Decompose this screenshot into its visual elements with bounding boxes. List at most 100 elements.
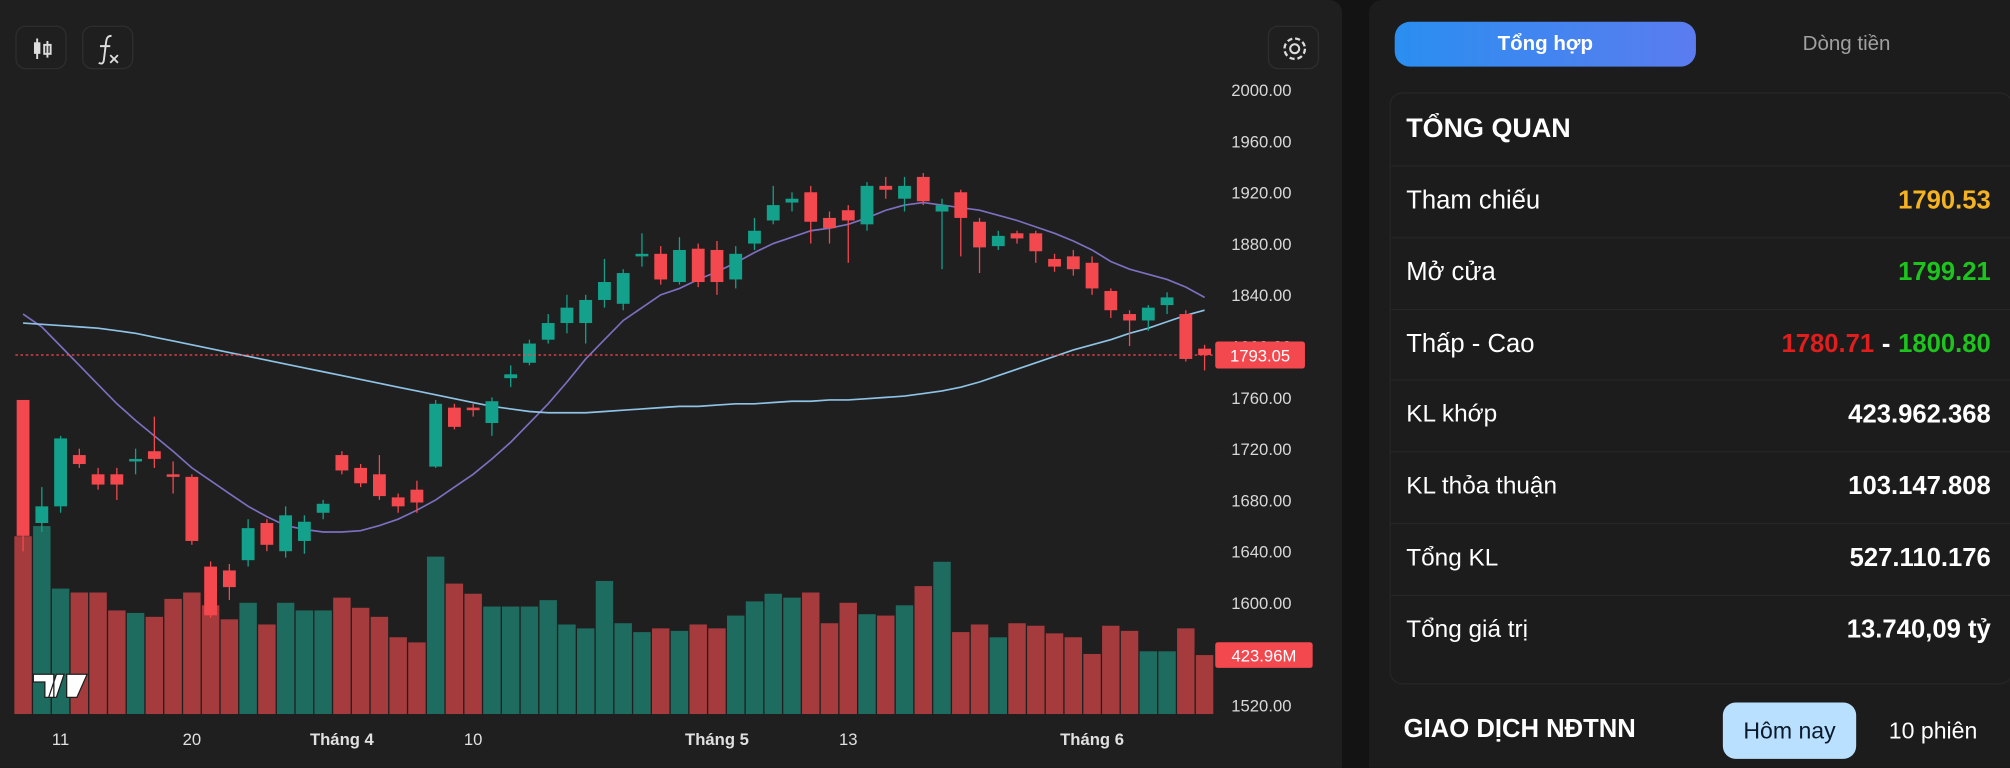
row-label: Tổng giá trị [1406,616,1529,644]
period-button[interactable]: 10 phiên [1888,717,1978,743]
separator: - [1881,329,1891,358]
y-tick-label: 1840.00 [1231,286,1291,305]
y-tick-label: 1760.00 [1231,389,1291,408]
candle-body [222,570,236,588]
candle-body [860,185,874,225]
volume-bar [464,593,482,715]
candle-body [1198,348,1211,356]
candle-body [635,253,649,257]
candle-body [785,198,799,203]
y-tick-label: 1720.00 [1231,440,1291,459]
tab[interactable]: Tổng hợp [1394,21,1696,67]
candle-body [691,248,705,283]
y-tick-label: 1920.00 [1231,184,1291,203]
candle-body [1029,233,1043,252]
volume-bar [820,623,839,715]
volume-bar [164,598,182,715]
low-value: 1780.71 [1781,329,1875,358]
candle-body [466,407,480,411]
row-value: 1790.53 [1898,187,1991,216]
volume-bar [1008,623,1026,715]
indicator-button[interactable] [82,25,134,70]
volume-bar [520,606,539,715]
candle-body [204,566,218,616]
volume-bar [201,605,220,715]
candle-body [673,249,686,283]
candle-body [35,506,49,524]
value: 13.740,09 tỷ [1846,615,1991,644]
row-value: 1780.71-1800.80 [1781,330,1990,359]
volume-bar [539,600,557,715]
x-tick-label: Tháng 4 [310,730,375,749]
volume-bar [145,616,164,715]
candle-body [1179,314,1193,359]
period-button[interactable]: Hôm nay [1722,702,1857,759]
info-row: KL khớp 423.962.368 [1390,379,2010,451]
side-panel: Tổng hợp Dòng tiền TỔNG QUAN Tham chiếu 1… [1369,0,2010,768]
logo-mark [32,673,89,698]
volume-bar [670,630,689,715]
volume-bar [314,610,332,715]
candle-body [1085,262,1099,289]
value: 103.147.808 [1848,472,1991,501]
volume-bar [651,628,670,715]
candle-body [54,438,67,507]
row-label: Tổng KL [1406,544,1499,572]
volume-bar [689,624,707,715]
candle-body [129,458,143,462]
moving-average-line [23,309,1205,414]
volume-label: 423.96M [1232,646,1297,665]
high-value: 1800.80 [1898,329,1991,358]
volume-bar [914,586,932,715]
candle-body [147,451,161,459]
last-price-label: 1793.05 [1230,346,1290,365]
candle-body [279,515,293,552]
candle-body [616,273,630,304]
candle-body [185,476,199,541]
volume-bar [1027,625,1045,715]
x-tick-label: 20 [183,730,202,749]
row-label: Tham chiếu [1406,186,1541,215]
volume-bar [276,602,295,715]
settings-button[interactable] [1267,25,1320,70]
candle-body [935,205,949,212]
y-tick-label: 1680.00 [1231,491,1291,510]
candle-body [260,523,274,545]
volume-bar [877,615,895,715]
candle-body [916,176,930,202]
candle-type-button[interactable] [15,25,67,70]
tab[interactable]: Dòng tiền [1802,32,1891,55]
volume-bar [1139,651,1158,715]
row-label: Thấp - Cao [1406,329,1535,358]
overview-card: TỔNG QUAN Tham chiếu 1790.53 Mở cửa 1799.21… [1389,92,2010,685]
fx-icon [98,34,119,65]
candle-body [598,282,611,300]
row-value: 13.740,09 tỷ [1847,616,1991,645]
volume-bar [933,561,951,715]
volume-bar [783,597,801,715]
y-tick-label: 1640.00 [1231,543,1291,562]
x-tick-label: Tháng 6 [1060,730,1124,749]
volume-bar [14,536,32,715]
candle-body [560,307,574,324]
candle-body [879,185,893,190]
candle-body [72,455,86,465]
volume-bar [970,624,989,715]
candle-body [748,230,761,244]
volume-bar [445,583,464,715]
y-tick-label: 1600.00 [1231,594,1291,613]
chart-panel: 1520.001560.001600.001640.001680.001720.… [0,0,1343,768]
y-tick-label: 2000.00 [1231,81,1291,100]
y-tick-label: 1880.00 [1231,235,1291,254]
value: 527.110.176 [1849,544,1991,573]
x-tick-label: 10 [464,730,483,749]
volume-bar [745,601,764,715]
volume-bar [839,602,857,715]
row-label: KL thỏa thuận [1406,473,1558,501]
value: 1790.53 [1898,186,1991,215]
candle-body [541,323,555,340]
candle-body [241,528,255,561]
x-tick-label: 13 [839,730,858,749]
candle-body [654,253,668,280]
volume-bar [220,619,239,715]
